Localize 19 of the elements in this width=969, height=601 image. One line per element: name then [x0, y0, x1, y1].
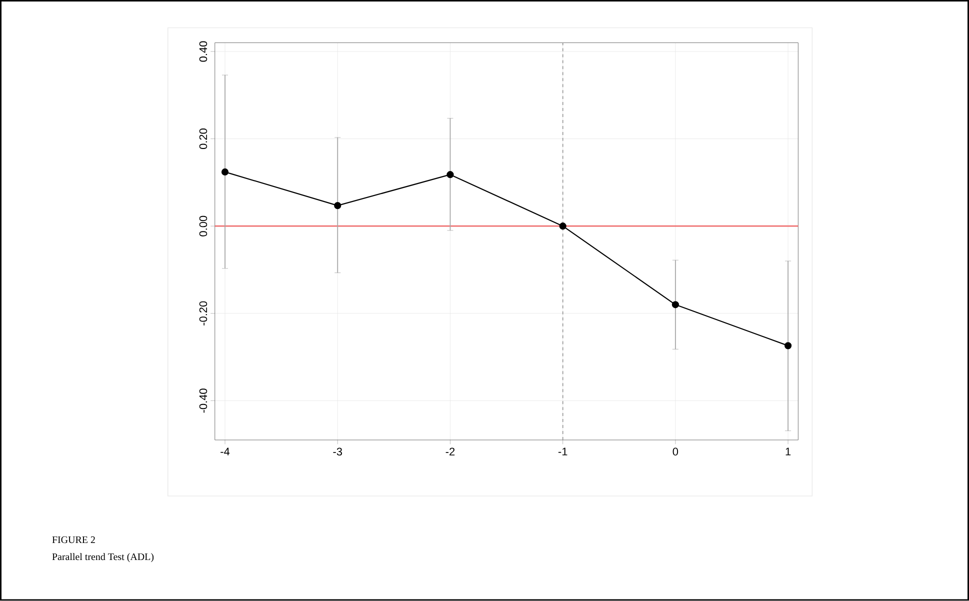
point: [334, 202, 342, 210]
y-tick-label: 0.20: [199, 128, 208, 150]
point: [446, 171, 454, 178]
x-tick-label: -1: [558, 448, 568, 456]
point: [221, 168, 229, 176]
y-tick-label: -0.20: [199, 301, 208, 326]
caption: FIGURE 2: [52, 536, 95, 544]
y-tick-label: 0.40: [199, 41, 208, 62]
y-tick-label: 0.00: [199, 216, 208, 236]
x-tick-label: 0: [672, 448, 678, 456]
x-tick-label: -4: [220, 448, 230, 456]
text: Parallel trend Test (ADL): [52, 553, 154, 562]
x-tick-label: -3: [333, 448, 342, 456]
point: [559, 222, 566, 230]
x-tick-label: -2: [446, 448, 455, 456]
point: [672, 301, 679, 308]
x-tick-label: 1: [786, 448, 791, 456]
y-tick-label: -0.40: [199, 388, 208, 413]
point: [784, 342, 792, 350]
